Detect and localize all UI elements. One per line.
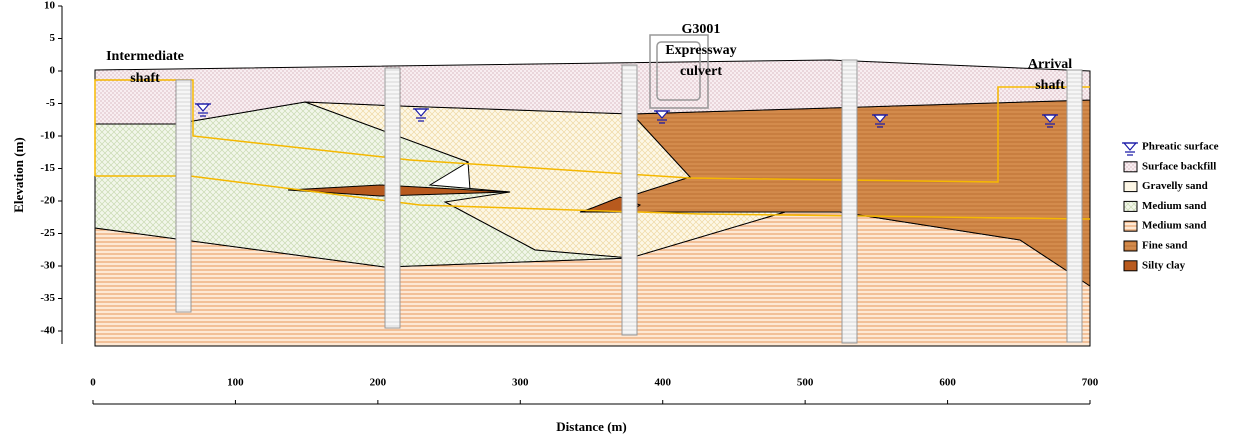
y-axis-label: Elevation (m): [11, 137, 26, 212]
x-tick-label: 100: [227, 377, 244, 389]
borehole: [176, 80, 191, 312]
y-tick-label: -30: [40, 260, 55, 272]
legend-label: Surface backfill: [1142, 160, 1216, 172]
legend-swatch: [1124, 241, 1137, 251]
legend-swatch: [1124, 261, 1137, 271]
x-tick-label: 700: [1082, 377, 1099, 389]
y-tick-label: -40: [40, 325, 55, 337]
intermediate-shaft-label: shaft: [130, 71, 160, 86]
borehole: [385, 68, 400, 328]
x-axis-label: Distance (m): [556, 419, 626, 434]
legend-label: Medium sand: [1142, 200, 1207, 212]
y-tick-label: -20: [40, 195, 55, 207]
y-tick-label: -5: [46, 97, 56, 109]
legend-label: Silty clay: [1142, 259, 1186, 271]
borehole: [622, 65, 637, 335]
culvert-label: G3001: [682, 22, 721, 37]
intermediate-shaft-label: Intermediate: [106, 49, 184, 64]
legend-label: Gravelly sand: [1142, 180, 1208, 192]
y-tick-label: -15: [40, 162, 55, 174]
y-tick-label: -10: [40, 130, 55, 142]
y-tick-label: 0: [50, 65, 56, 77]
page: Geological cross-section {"x_axis": {"la…: [0, 0, 1257, 438]
x-tick-label: 500: [797, 377, 814, 389]
culvert-label: Expressway: [665, 43, 736, 58]
y-tick-label: 5: [50, 32, 56, 44]
legend-label: Fine sand: [1142, 240, 1188, 252]
x-tick-label: 200: [370, 377, 387, 389]
arrival-shaft-label: shaft: [1035, 78, 1065, 93]
x-tick-label: 400: [654, 377, 671, 389]
body: 10 5 0 -5 -10 -15 -20 -25 -30 -35 -40 Elevation (m)…: [0, 0, 1257, 438]
legend-swatch: [1124, 182, 1137, 192]
y-tick-label: -35: [40, 292, 55, 304]
legend-swatch: [1124, 201, 1137, 211]
borehole: [1067, 70, 1082, 342]
legend-label: Phreatic surface: [1142, 141, 1219, 153]
layers: [95, 60, 1090, 346]
x-tick-label: 600: [939, 377, 956, 389]
legend-swatch: [1124, 221, 1137, 231]
legend-label: Medium sand: [1142, 220, 1207, 232]
x-tick-label: 300: [512, 377, 529, 389]
y-tick-label: -25: [40, 227, 55, 239]
borehole: [842, 60, 857, 343]
x-tick-label: 0: [90, 377, 96, 389]
legend: Phreatic surface Surface backfill Gravelly…: [1122, 141, 1219, 272]
y-tick-label: 10: [44, 0, 56, 12]
arrival-shaft-label: Arrival: [1028, 57, 1072, 72]
legend-swatch: [1124, 162, 1137, 172]
culvert-label: culvert: [680, 64, 722, 79]
phreatic-symbol: [1124, 143, 1136, 150]
cross-section: 10 5 0 -5 -10 -15 -20 -25 -30 -35 -40 Elevation (m)…: [0, 0, 1257, 438]
